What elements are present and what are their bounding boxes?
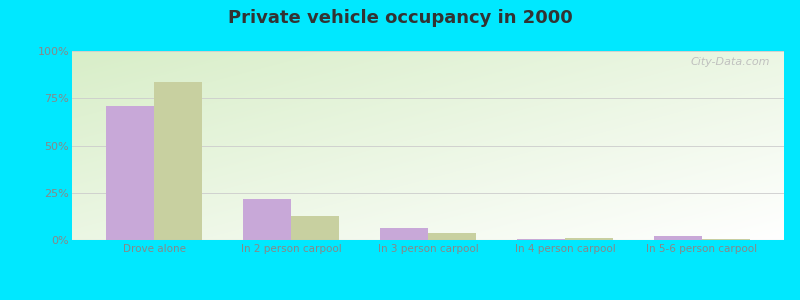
Bar xyxy=(565,238,613,240)
Bar xyxy=(106,106,154,240)
Bar xyxy=(154,82,202,240)
Bar xyxy=(291,216,339,240)
Bar xyxy=(702,239,750,240)
Text: City-Data.com: City-Data.com xyxy=(690,57,770,67)
Text: Private vehicle occupancy in 2000: Private vehicle occupancy in 2000 xyxy=(228,9,572,27)
Bar xyxy=(654,236,702,240)
Bar xyxy=(428,233,476,240)
Bar xyxy=(380,228,428,240)
Bar xyxy=(517,239,565,240)
Bar xyxy=(243,200,291,240)
